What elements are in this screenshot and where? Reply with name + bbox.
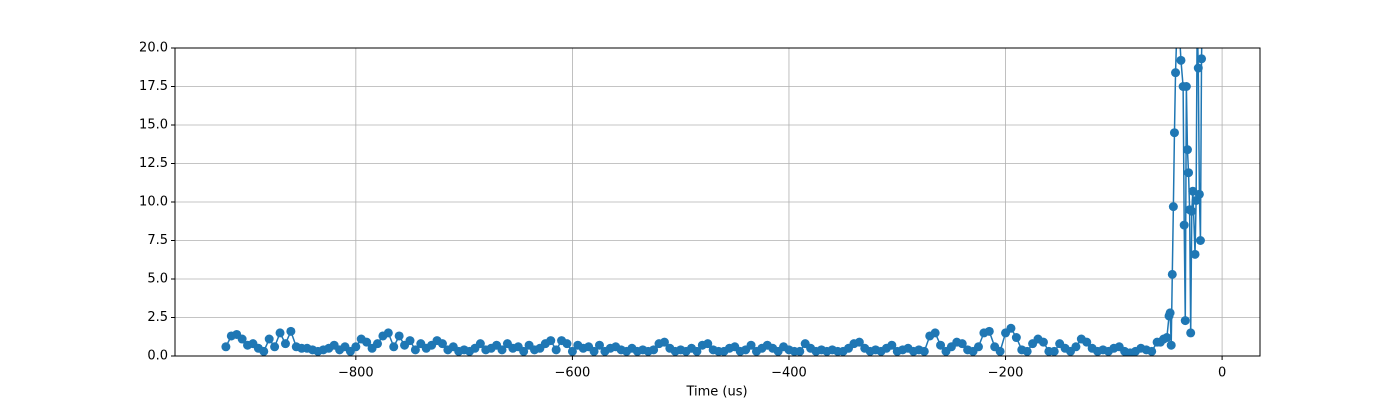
marker — [659, 337, 669, 347]
marker — [1011, 333, 1021, 343]
x-tick-label: −600 — [555, 366, 591, 381]
marker — [410, 345, 420, 355]
y-tick-label: 17.5 — [139, 79, 168, 94]
x-tick-label: −200 — [988, 366, 1024, 381]
marker — [519, 346, 529, 356]
marker — [372, 339, 382, 349]
y-tick-label: 12.5 — [139, 156, 168, 171]
marker — [930, 328, 940, 338]
marker — [275, 328, 285, 338]
ticks: −800 −600 −400 −200 0 0.0 2.5 5.0 7.5 10.0 12.5 15.… — [139, 41, 1226, 381]
y-tick-label: 20.0 — [139, 41, 168, 56]
marker — [1169, 128, 1179, 138]
marker — [1176, 55, 1186, 65]
y-tick-label: 2.5 — [147, 310, 168, 325]
marker — [703, 339, 713, 349]
marker — [1186, 328, 1196, 338]
marker — [1167, 269, 1177, 279]
marker — [1194, 189, 1204, 199]
marker — [1049, 346, 1059, 356]
marker — [995, 346, 1005, 356]
grid — [175, 47, 1260, 357]
marker — [1147, 346, 1157, 356]
marker — [1184, 168, 1194, 178]
marker — [437, 339, 447, 349]
marker — [1181, 82, 1191, 91]
marker — [1182, 145, 1192, 155]
marker — [795, 346, 805, 356]
marker — [405, 336, 415, 346]
y-tick-label: 15.0 — [139, 118, 168, 133]
marker — [1071, 342, 1081, 352]
marker — [562, 339, 572, 349]
marker — [286, 326, 296, 336]
marker — [551, 345, 561, 355]
marker — [984, 326, 994, 336]
marker — [259, 346, 269, 356]
y-tick-label: 7.5 — [147, 233, 168, 248]
marker — [270, 342, 280, 352]
marker — [854, 337, 864, 347]
marker — [973, 342, 983, 352]
marker — [746, 340, 756, 350]
marker — [1166, 340, 1176, 350]
marker — [936, 340, 946, 350]
x-tick-label: 0 — [1218, 366, 1226, 381]
marker — [237, 334, 247, 344]
marker — [1190, 249, 1200, 259]
marker — [1173, 0, 1182, 6]
marker — [1082, 337, 1092, 347]
marker — [546, 336, 556, 346]
marker — [394, 331, 404, 341]
marker — [1006, 323, 1016, 333]
y-tick-label: 10.0 — [139, 195, 168, 210]
marker — [1193, 13, 1202, 22]
marker — [1022, 346, 1032, 356]
marker — [497, 345, 507, 355]
x-tick-label: −400 — [771, 366, 807, 381]
marker — [1162, 333, 1172, 343]
y-tick-label: 0.0 — [147, 349, 168, 364]
marker — [351, 342, 361, 352]
marker — [1165, 308, 1175, 318]
y-tick-label: 5.0 — [147, 272, 168, 287]
marker — [1168, 202, 1178, 212]
marker — [1180, 316, 1190, 326]
marker — [280, 339, 290, 349]
marker — [957, 339, 967, 349]
x-tick-label: −800 — [338, 366, 374, 381]
marker — [589, 346, 599, 356]
marker — [221, 342, 231, 352]
marker — [362, 337, 372, 347]
marker — [692, 346, 702, 356]
marker — [887, 340, 897, 350]
marker — [919, 346, 929, 356]
marker — [1171, 68, 1181, 78]
marker — [594, 340, 604, 350]
marker — [1195, 236, 1205, 245]
series-line — [225, 48, 1203, 354]
marker — [567, 346, 577, 356]
marker — [264, 334, 274, 344]
marker — [1187, 206, 1197, 216]
marker — [649, 345, 659, 355]
marker — [383, 328, 393, 338]
marker — [1179, 220, 1189, 230]
x-axis-label: Time (us) — [685, 385, 747, 400]
marker — [389, 342, 399, 352]
marker — [1038, 337, 1048, 347]
marker — [1193, 63, 1203, 73]
marker — [475, 339, 485, 349]
marker — [1197, 54, 1207, 64]
plot-area — [221, 0, 1207, 356]
